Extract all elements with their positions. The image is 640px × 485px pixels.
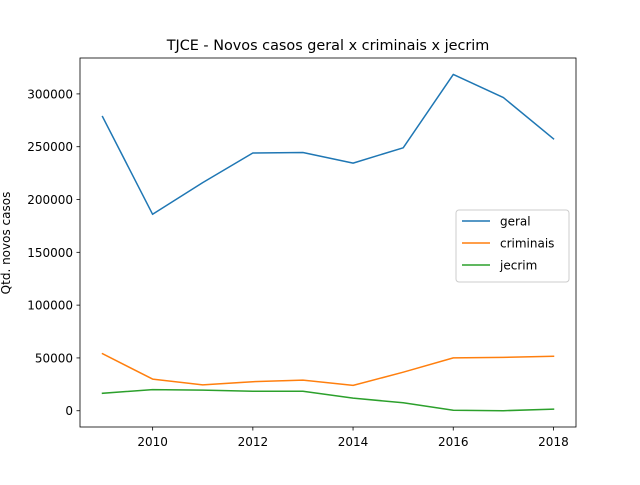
y-tick-label-0: 0: [65, 404, 73, 418]
legend-label-geral: geral: [500, 215, 531, 229]
legend-label-jecrim: jecrim: [499, 259, 537, 273]
series-line-geral: [101, 73, 555, 216]
y-tick-label-250000: 250000: [27, 140, 73, 154]
y-tick-label-100000: 100000: [27, 299, 73, 313]
y-tick-label-200000: 200000: [27, 193, 73, 207]
x-tick-label-2016: 2016: [438, 435, 469, 449]
legend-box: [455, 209, 570, 283]
x-tick-label-2014: 2014: [338, 435, 369, 449]
y-tick-label-50000: 50000: [35, 351, 73, 365]
x-tick-label-2010: 2010: [137, 435, 168, 449]
x-tick-label-2018: 2018: [538, 435, 569, 449]
y-tick-label-300000: 300000: [27, 87, 73, 101]
y-axis-label: Qtd. novos casos: [0, 192, 13, 295]
x-tick-label-2012: 2012: [238, 435, 269, 449]
y-tick-label-150000: 150000: [27, 246, 73, 260]
legend-label-criminais: criminais: [500, 237, 554, 251]
plot-area: 2010 2012 2014 2016 2018 0 50000 100000 150000 20…: [27, 57, 577, 449]
axes-frame: [79, 57, 577, 428]
series-line-criminais: [101, 352, 555, 387]
chart-title: TJCE - Novos casos geral x criminais x j…: [166, 38, 490, 54]
series-line-jecrim: [101, 388, 555, 412]
